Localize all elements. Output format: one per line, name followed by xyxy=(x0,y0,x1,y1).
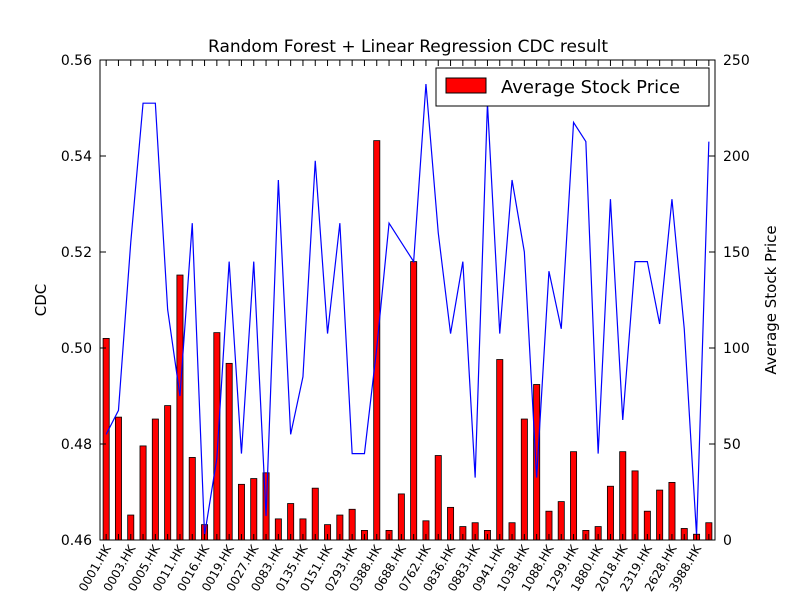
bar xyxy=(397,493,405,541)
bar xyxy=(533,384,541,541)
y-axis-left: 0.46 0.48 0.50 0.52 0.54 0.56 xyxy=(61,53,715,549)
bar xyxy=(114,416,122,541)
y-tick-right-label: 0 xyxy=(723,533,732,549)
y-tick-right-label: 200 xyxy=(723,149,750,165)
bar xyxy=(668,481,676,541)
series-line xyxy=(105,83,710,536)
bar xyxy=(496,359,504,541)
y-tick-right-label: 250 xyxy=(723,53,750,69)
y-tick-left-label: 0.48 xyxy=(61,437,92,453)
plot-frame xyxy=(99,59,716,541)
y-tick-right-label: 100 xyxy=(723,341,750,357)
y-tick-left-label: 0.50 xyxy=(61,341,92,357)
y-axis-right-label: Average Stock Price xyxy=(762,225,780,374)
y-axis-left-label: CDC xyxy=(32,284,50,317)
y-tick-left-label: 0.52 xyxy=(61,245,92,261)
bar xyxy=(570,451,578,541)
bar xyxy=(606,485,614,541)
y-tick-left-label: 0.56 xyxy=(61,53,92,69)
y-tick-left-label: 0.54 xyxy=(61,149,92,165)
bar xyxy=(250,478,258,541)
y-tick-right-label: 150 xyxy=(723,245,750,261)
chart-title: Random Forest + Linear Regression CDC re… xyxy=(208,37,608,57)
bar xyxy=(520,418,528,541)
bar xyxy=(188,457,196,541)
bar xyxy=(373,140,381,541)
y-tick-left-label: 0.46 xyxy=(61,533,92,549)
bar xyxy=(237,483,245,541)
y-axis-right: 0 50 100 150 200 250 xyxy=(709,53,750,549)
bar xyxy=(434,455,442,541)
plot-background xyxy=(100,60,715,540)
bar xyxy=(151,418,159,541)
bar xyxy=(176,274,184,541)
bar xyxy=(631,470,639,541)
bar xyxy=(619,451,627,541)
bar xyxy=(139,445,147,541)
bar xyxy=(311,487,319,541)
bar xyxy=(102,337,110,541)
legend-swatch xyxy=(445,77,487,94)
bar xyxy=(410,261,418,541)
y-tick-right-label: 50 xyxy=(723,437,741,453)
bar xyxy=(213,332,221,541)
legend-label: Average Stock Price xyxy=(501,77,680,98)
legend: Average Stock Price xyxy=(435,67,710,107)
bar xyxy=(225,362,233,541)
line-series xyxy=(105,83,710,536)
bar xyxy=(164,405,172,541)
bar xyxy=(656,489,664,541)
